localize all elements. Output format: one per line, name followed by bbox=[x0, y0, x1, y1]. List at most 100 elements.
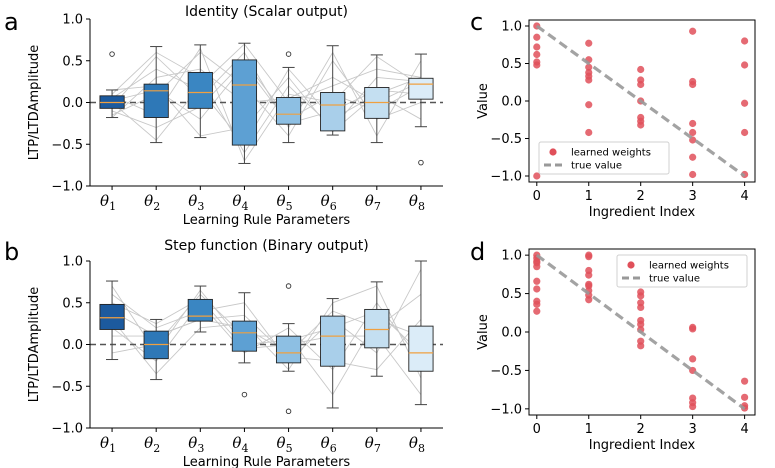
y-tick-label: −0.5 bbox=[490, 132, 522, 147]
y-tick-label: 0.5 bbox=[62, 296, 83, 311]
outlier-point bbox=[418, 159, 424, 166]
scatter-point bbox=[637, 292, 645, 300]
scatter-point bbox=[689, 170, 697, 179]
box-1 bbox=[99, 280, 125, 361]
paired-line bbox=[111, 43, 421, 141]
scatter-point bbox=[689, 402, 697, 411]
y-tick-label: 0.0 bbox=[501, 326, 522, 341]
legend: learned weights true value bbox=[616, 254, 748, 288]
x-tick-label: θ1 bbox=[100, 434, 116, 455]
scatter-point bbox=[585, 253, 593, 261]
scatter-point bbox=[689, 128, 697, 137]
y-tick-label: 0.0 bbox=[62, 338, 83, 353]
x-tick-label: θ6 bbox=[321, 192, 337, 213]
scatter-point bbox=[533, 277, 541, 285]
box-8 bbox=[408, 53, 434, 166]
legend-frame bbox=[616, 254, 748, 288]
scatter-point bbox=[637, 121, 645, 129]
box-body bbox=[143, 83, 169, 118]
y-tick-label: 1.0 bbox=[501, 20, 522, 35]
y-tick-label: −1.0 bbox=[51, 422, 83, 437]
box-7 bbox=[364, 281, 390, 377]
x-tick-label: θ5 bbox=[277, 192, 293, 213]
scatter-point bbox=[585, 296, 593, 304]
box-body bbox=[320, 92, 346, 132]
outlier-point bbox=[285, 283, 292, 289]
x-tick-label: θ2 bbox=[144, 192, 160, 213]
box-8 bbox=[408, 260, 434, 406]
panel-letter-a: a bbox=[4, 8, 19, 36]
x-axis-title: Learning Rule Parameters bbox=[183, 213, 351, 228]
box-body bbox=[187, 298, 213, 322]
y-tick-label: 1.0 bbox=[62, 13, 83, 28]
x-tick-label: 1 bbox=[585, 422, 593, 437]
theta-subscript: 3 bbox=[197, 442, 204, 455]
scatter-point bbox=[741, 128, 749, 137]
x-tick-label: θ7 bbox=[365, 192, 381, 213]
y-tick-label: −1.0 bbox=[490, 402, 522, 417]
box-5 bbox=[275, 51, 302, 144]
scatter-point bbox=[637, 65, 645, 74]
box-body bbox=[275, 335, 302, 364]
scatter-point bbox=[533, 50, 541, 59]
legend: learned weights true value bbox=[538, 141, 670, 175]
box-body bbox=[408, 325, 434, 372]
y-tick-label: 0.5 bbox=[501, 57, 522, 72]
legend-marker-learned bbox=[627, 261, 635, 269]
y-tick-label: 1.0 bbox=[62, 255, 83, 270]
theta-subscript: 5 bbox=[286, 442, 293, 455]
box-4 bbox=[231, 42, 258, 164]
box-6 bbox=[320, 298, 346, 409]
x-tick-label: θ8 bbox=[409, 192, 425, 213]
scatter-point bbox=[637, 342, 645, 350]
true-value-line bbox=[535, 24, 746, 178]
x-tick-label: θ7 bbox=[365, 434, 381, 455]
box-6 bbox=[320, 45, 346, 136]
theta-symbol: θ bbox=[409, 192, 418, 210]
theta-symbol: θ bbox=[144, 192, 153, 210]
theta-subscript: 7 bbox=[374, 200, 381, 213]
box-3 bbox=[187, 285, 213, 333]
panel-letter-c: c bbox=[470, 8, 483, 36]
theta-symbol: θ bbox=[277, 434, 286, 452]
scatter-point bbox=[741, 37, 749, 45]
y-axis-title: Value bbox=[476, 314, 491, 350]
legend-label-learned: learned weights bbox=[571, 148, 651, 159]
x-tick-label: θ8 bbox=[409, 434, 425, 455]
theta-subscript: 4 bbox=[241, 200, 248, 213]
box-body bbox=[99, 303, 125, 330]
x-tick-label: 3 bbox=[689, 189, 697, 204]
x-axis-title: Learning Rule Parameters bbox=[183, 455, 351, 468]
scatter-point bbox=[741, 99, 749, 107]
y-tick-label: 0.0 bbox=[62, 96, 83, 111]
y-tick-label: −0.5 bbox=[51, 380, 83, 395]
legend-label-true: true value bbox=[649, 274, 700, 285]
x-tick-label: θ5 bbox=[277, 434, 293, 455]
y-tick-label: 0.5 bbox=[62, 54, 83, 69]
x-tick-label: 2 bbox=[637, 422, 645, 437]
scatter-point bbox=[585, 271, 593, 279]
scatter-point bbox=[533, 285, 541, 293]
scatter-point bbox=[689, 153, 697, 161]
theta-symbol: θ bbox=[277, 192, 286, 210]
x-tick-label: 4 bbox=[740, 189, 748, 204]
box-body bbox=[187, 71, 213, 109]
box-5 bbox=[275, 283, 302, 415]
box-7 bbox=[364, 54, 390, 144]
scatter-point bbox=[533, 263, 541, 271]
theta-symbol: θ bbox=[321, 434, 330, 452]
scatter-point bbox=[637, 303, 645, 312]
box-body bbox=[231, 59, 258, 146]
y-tick-label: −1.0 bbox=[51, 180, 83, 195]
y-axis-title: LTP/LTDAmplitude bbox=[27, 287, 42, 402]
theta-symbol: θ bbox=[100, 434, 109, 452]
paired-line bbox=[111, 51, 422, 137]
outlier-point bbox=[241, 391, 248, 398]
y-tick-label: −0.5 bbox=[51, 138, 83, 153]
x-tick-label: θ6 bbox=[321, 434, 337, 455]
legend-label-true: true value bbox=[571, 161, 622, 172]
x-tick-label: 2 bbox=[637, 189, 645, 204]
box-body bbox=[408, 77, 434, 100]
outlier-point bbox=[285, 408, 292, 415]
scatter-point bbox=[533, 307, 541, 315]
